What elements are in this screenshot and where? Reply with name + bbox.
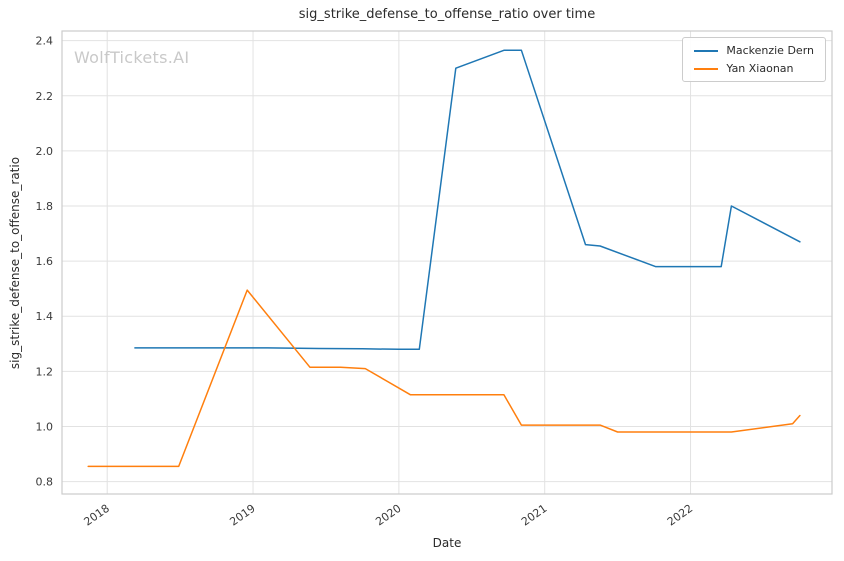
y-tick-label: 1.2 [36, 365, 54, 378]
x-tick-label: 2019 [227, 502, 257, 529]
y-tick-label: 1.0 [36, 420, 54, 433]
x-axis-label: Date [432, 536, 462, 550]
legend: Mackenzie Dern Yan Xiaonan [682, 37, 826, 82]
legend-label-yan-xiaonan: Yan Xiaonan [726, 62, 794, 75]
y-tick-label: 2.4 [36, 35, 54, 48]
x-tick-label: 2021 [519, 502, 549, 529]
legend-swatch-yan-xiaonan [694, 67, 719, 70]
y-tick-label: 1.4 [36, 310, 54, 323]
x-tick-label: 2022 [665, 502, 695, 529]
legend-swatch-mackenzie-dern [694, 49, 719, 52]
x-tick-label: 2020 [373, 502, 403, 529]
line-series-mackenzie-dern [134, 49, 801, 351]
chart-title: sig_strike_defense_to_offense_ratio over… [298, 7, 596, 22]
plot-border [61, 30, 833, 495]
y-tick-label: 2.2 [36, 90, 54, 103]
legend-item-yan-xiaonan: Yan Xiaonan [694, 63, 814, 74]
legend-item-mackenzie-dern: Mackenzie Dern [694, 45, 814, 56]
x-tick-label: 2018 [82, 502, 112, 529]
line-series-yan-xiaonan [87, 289, 801, 468]
y-tick-label: 1.8 [36, 200, 54, 213]
y-tick-label: 0.8 [36, 476, 54, 489]
watermark: WolfTickets.AI [74, 48, 190, 67]
y-tick-label: 1.6 [36, 255, 54, 268]
legend-label-mackenzie-dern: Mackenzie Dern [726, 44, 814, 57]
y-tick-label: 2.0 [36, 145, 54, 158]
